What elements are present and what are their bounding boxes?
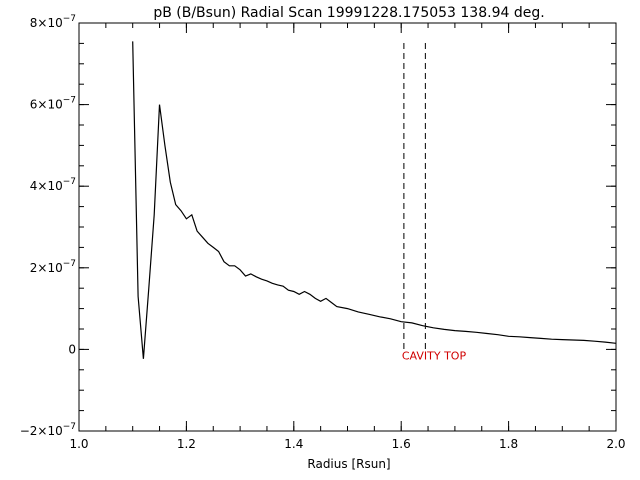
y-tick-exponent: −7 — [63, 14, 76, 24]
y-tick-label: −2×10−7 — [20, 422, 76, 438]
x-tick-label: 1.8 — [499, 437, 518, 451]
x-tick-label: 2.0 — [606, 437, 625, 451]
y-tick-label: 0 — [68, 342, 76, 356]
x-tick-label: 1.4 — [284, 437, 303, 451]
y-tick-mantissa: 2×10 — [30, 261, 63, 275]
y-tick-mantissa: 8×10 — [30, 16, 63, 30]
series-line — [132, 41, 617, 359]
x-tick-label: 1.6 — [392, 437, 411, 451]
y-tick-mantissa: 6×10 — [30, 98, 63, 112]
x-tick-label: 1.0 — [69, 437, 88, 451]
axis-ticks — [78, 22, 617, 432]
cavity-lines — [403, 43, 426, 352]
x-tick-labels: 1.0 1.2 1.4 1.6 1.8 2.0 — [69, 437, 625, 451]
y-tick-mantissa: 4×10 — [30, 179, 63, 193]
y-tick-mantissa: 0 — [68, 342, 76, 356]
y-tick-exponent: −7 — [63, 422, 76, 432]
x-tick-label: 1.2 — [177, 437, 196, 451]
y-tick-label: 4×10−7 — [30, 177, 76, 193]
chart-title: pB (B/Bsun) Radial Scan 19991228.175053 … — [153, 5, 544, 21]
y-tick-exponent: −7 — [63, 177, 76, 187]
x-axis-label: Radius [Rsun] — [307, 457, 390, 471]
y-tick-label: 8×10−7 — [30, 14, 76, 30]
plot-frame — [78, 22, 617, 432]
y-tick-label: 2×10−7 — [30, 259, 76, 275]
y-tick-mantissa: −2×10 — [20, 424, 63, 438]
y-tick-exponent: −7 — [63, 96, 76, 106]
cavity-top-label: CAVITY TOP — [402, 350, 467, 363]
y-tick-labels: −2×10−702×10−74×10−76×10−78×10−7 — [20, 14, 76, 438]
y-tick-label: 6×10−7 — [30, 96, 76, 112]
y-tick-exponent: −7 — [63, 259, 76, 269]
